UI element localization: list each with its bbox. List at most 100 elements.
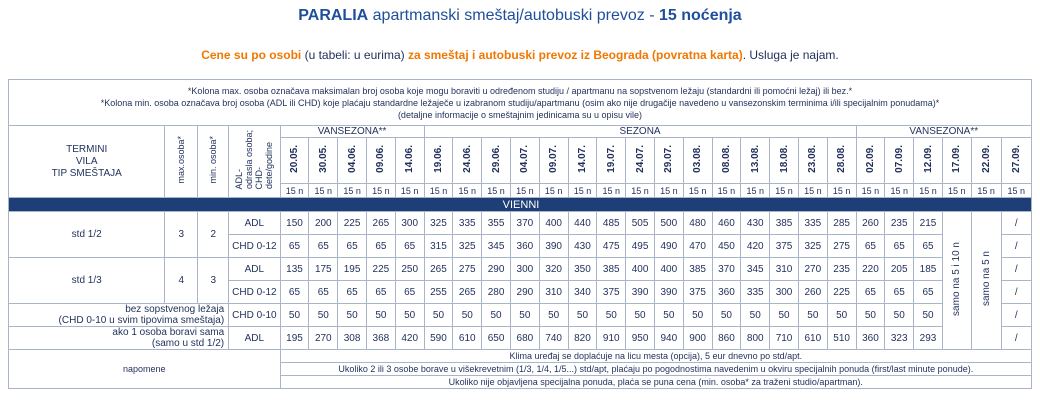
header-vila: VILA	[75, 155, 98, 167]
header-tip: TIP SMEŠTAJA	[51, 167, 122, 179]
min-std12: 2	[197, 211, 230, 258]
price-cell: 65	[855, 234, 886, 258]
price-cell: 300	[394, 211, 425, 235]
price-cell: 300	[509, 257, 540, 281]
subtitle-currency: (u tabeli: u eurima)	[301, 48, 408, 62]
price-cell: 150	[279, 211, 310, 235]
nights-cell: 15 n	[538, 183, 569, 198]
date-label: 08.08.	[720, 145, 732, 173]
price-cell: 325	[452, 234, 483, 258]
date-cell: 13.08.	[740, 137, 771, 184]
price-cell: 680	[509, 326, 540, 350]
nights-cell: 15 n	[941, 183, 972, 198]
nights-cell: 15 n	[509, 183, 540, 198]
price-cell: 50	[855, 303, 886, 327]
date-cell: 30.05.	[308, 137, 339, 184]
min-std13: 3	[197, 257, 230, 304]
row-std13-chd: CHD 0-12 65 65 65 65 65 255 265 280 290 310 340 375…	[9, 280, 1033, 304]
price-cell: 360	[855, 326, 886, 350]
nights-cell: 15 n	[653, 183, 684, 198]
nights-cell: 15 n	[682, 183, 713, 198]
date-label: 29.06.	[490, 145, 502, 173]
date-cell: 28.08.	[826, 137, 857, 184]
date-cell: 19.07.	[596, 137, 627, 184]
header-max: max.osoba*	[164, 125, 199, 198]
price-cell: 325	[423, 211, 454, 235]
nights-cell: 15 n	[625, 183, 655, 198]
price-cell: 740	[538, 326, 569, 350]
date-label: 22.09.	[980, 145, 992, 173]
price-cell: 335	[740, 280, 771, 304]
price-cell: 450	[711, 234, 742, 258]
price-cell: 50	[625, 303, 655, 327]
price-cell: 65	[279, 280, 310, 304]
nights-cell: 15 n	[481, 183, 511, 198]
price-cell: 215	[913, 211, 943, 235]
price-cell: 470	[682, 234, 713, 258]
date-cell: 17.09.	[941, 137, 972, 184]
vertical-note-2-text: samo na 5 n	[980, 251, 992, 307]
title-nights: 15 noćenja	[659, 7, 742, 24]
price-cell: 360	[711, 280, 742, 304]
price-cell: 50	[596, 303, 627, 327]
nights-cell: 15 n	[797, 183, 828, 198]
header-adl-chd: ADL-odrasla osoba;CHD-dete/godine	[228, 125, 281, 198]
price-cell: 490	[653, 234, 684, 258]
price-cell: 310	[769, 257, 799, 281]
subtitle-per-person: Cene su po osobi	[201, 48, 302, 62]
price-cell: 510	[826, 326, 857, 350]
price-cell-last: /	[1000, 303, 1033, 327]
price-cell: 420	[740, 234, 771, 258]
date-label: 29.07.	[663, 145, 675, 173]
price-cell: 200	[308, 211, 339, 235]
price-cell: 50	[337, 303, 367, 327]
label-std12-adl: ADL	[228, 211, 281, 235]
price-cell: 50	[481, 303, 511, 327]
price-cell: 50	[740, 303, 771, 327]
subtitle-service: . Usluga je najam.	[742, 48, 839, 62]
price-cell: 235	[884, 211, 915, 235]
header-min: min. osoba*	[197, 125, 230, 198]
price-cell: 250	[394, 257, 425, 281]
date-cell: 04.06.	[337, 137, 367, 184]
type-bez: bez sopstvenog ležaja (CHD 0-10 u svim t…	[7, 303, 230, 327]
price-cell: 280	[481, 280, 511, 304]
price-cell-last: /	[1000, 211, 1033, 235]
price-cell: 345	[481, 234, 511, 258]
footer-row-1: napomene Klima uređaj se doplaćuje na li…	[8, 349, 1033, 389]
date-cell: 09.06.	[365, 137, 396, 184]
price-cell: 460	[711, 211, 742, 235]
price-cell: 270	[797, 257, 828, 281]
date-label: 09.06.	[375, 145, 387, 173]
price-cell: 195	[279, 326, 310, 350]
nights-cell: 15 n	[452, 183, 483, 198]
row-std12-chd: CHD 0-12 65 65 65 65 65 315 325 345 360 390 430 475…	[9, 234, 1033, 258]
price-cell: 420	[394, 326, 425, 350]
date-cell: 02.09.	[855, 137, 886, 184]
title-middle: apartmanski smeštaj/autobuski prevoz -	[368, 7, 659, 24]
price-cell: 255	[423, 280, 454, 304]
date-label: 02.09.	[864, 145, 876, 173]
price-cell: 50	[884, 303, 915, 327]
vertical-note-1: samo na 5 i 10 n	[941, 211, 972, 350]
date-label: 19.07.	[605, 145, 617, 173]
price-cell: 650	[481, 326, 511, 350]
price-cell: 400	[625, 257, 655, 281]
price-cell: 65	[394, 234, 425, 258]
price-cell: 220	[855, 257, 886, 281]
price-cell: 205	[884, 257, 915, 281]
price-cell: 50	[365, 303, 396, 327]
nights-cell: 15 n	[740, 183, 771, 198]
date-cell: 24.07.	[625, 137, 655, 184]
nights-cell: 15 n	[855, 183, 886, 198]
date-label: 23.08.	[807, 145, 819, 173]
price-cell: 860	[711, 326, 742, 350]
price-cell: 315	[423, 234, 454, 258]
date-cell: 22.09.	[970, 137, 1002, 184]
note-max: *Kolona max. osoba označava maksimalan b…	[187, 85, 853, 96]
price-cell: 50	[308, 303, 339, 327]
date-label: 12.09.	[922, 145, 934, 173]
notes-row: *Kolona max. osoba označava maksimalan b…	[8, 79, 1032, 126]
price-cell: 175	[308, 257, 339, 281]
price-cell: 225	[826, 280, 857, 304]
